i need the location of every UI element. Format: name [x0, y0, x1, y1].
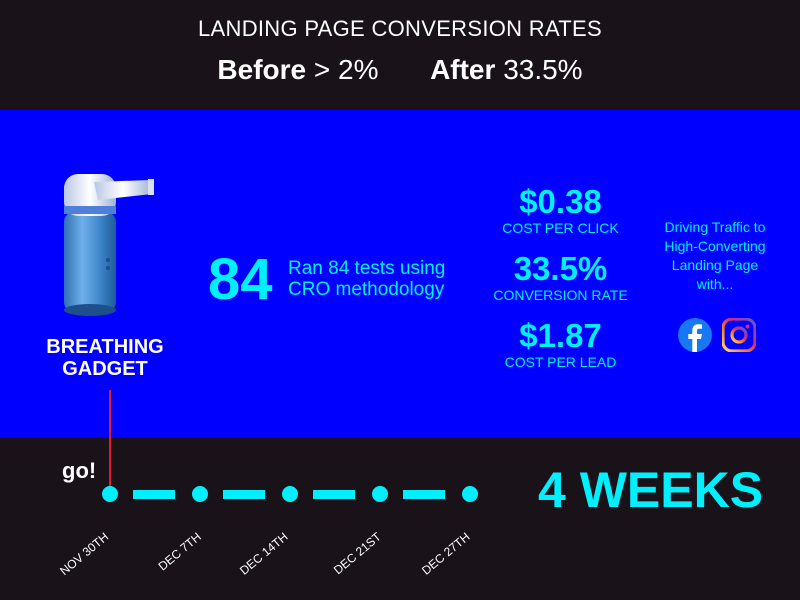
timeline-date: NOV 30TH [57, 529, 112, 579]
page-title: LANDING PAGE CONVERSION RATES [198, 16, 602, 41]
timeline-date: DEC 27TH [419, 529, 473, 578]
timeline-dot [192, 486, 208, 502]
tests-description: Ran 84 tests using CRO methodology [288, 258, 446, 300]
timeline-dot [102, 486, 118, 502]
timeline-dot [372, 486, 388, 502]
go-label: go! [62, 458, 97, 483]
timeline-date: DEC 7TH [155, 529, 204, 574]
timeline-date: DEC 14TH [237, 529, 291, 578]
timeline-dot [282, 486, 298, 502]
metric-conversion-rate: 33.5% CONVERSION RATE [493, 250, 628, 304]
timeline-dash [313, 490, 355, 499]
timeline-dot [462, 486, 478, 502]
timeline-dash [133, 490, 175, 499]
breathing-gadget-icon [64, 174, 154, 316]
instagram-icon [722, 318, 756, 352]
metric-cost-per-lead: $1.87 COST PER LEAD [504, 317, 617, 371]
header-section: LANDING PAGE CONVERSION RATES Before > 2… [0, 0, 800, 108]
facebook-icon [678, 318, 712, 352]
before-after-rates: Before > 2% After 33.5% [0, 54, 800, 86]
duration-label: 4 WEEKS [538, 462, 764, 518]
after-label: After [430, 54, 496, 85]
timeline-date: DEC 21ST [330, 529, 384, 578]
timeline-dash [403, 490, 445, 499]
tests-count: 84 [208, 247, 273, 312]
product-name: BREATHING GADGET [46, 336, 164, 380]
results-band [0, 110, 800, 438]
timeline-dash [223, 490, 265, 499]
traffic-text: Driving Traffic to High-Converting Landi… [664, 219, 766, 292]
before-label: Before [217, 54, 307, 85]
after-value: 33.5% [503, 54, 583, 85]
timeline-start-marker [109, 390, 111, 490]
before-value: > 2% [313, 54, 379, 85]
metric-cost-per-click: $0.38 COST PER CLICK [502, 183, 619, 237]
